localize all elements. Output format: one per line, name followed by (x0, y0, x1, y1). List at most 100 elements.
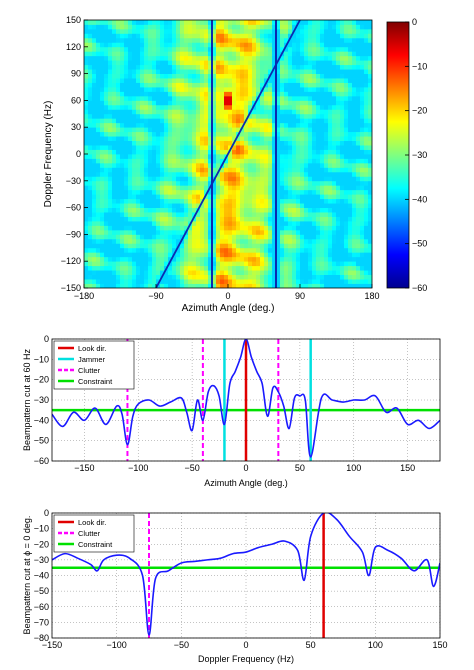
heatmap-cell (276, 162, 281, 168)
heatmap-cell (208, 69, 213, 74)
heatmap-cell (244, 127, 249, 133)
heatmap-cell (360, 270, 365, 275)
heatmap-cell (100, 274, 105, 280)
heatmap-cell (320, 113, 325, 119)
heatmap-cell (188, 158, 193, 164)
heatmap-cell (220, 104, 225, 110)
heatmap-cell (116, 171, 121, 177)
heatmap-cell (192, 198, 197, 204)
heatmap-cell (180, 189, 185, 195)
heatmap-cell (220, 189, 225, 195)
heatmap-cell (104, 51, 109, 57)
heatmap-cell (260, 24, 265, 30)
heatmap-cell (260, 20, 265, 25)
heatmap-cell (172, 37, 177, 43)
heatmap-cell (356, 118, 361, 124)
heatmap-cell (236, 82, 241, 88)
heatmap-cell (220, 216, 225, 222)
heatmap-cell (136, 140, 141, 146)
heatmap-cell (128, 247, 133, 253)
heatmap-cell (232, 122, 237, 128)
heatmap-cell (248, 131, 253, 137)
heatmap-cell (244, 158, 249, 164)
heatmap-cell (152, 216, 157, 222)
heatmap-cell (232, 194, 237, 200)
heatmap-cell (276, 225, 281, 231)
heatmap-cell (300, 238, 305, 244)
heatmap-cell (252, 225, 257, 231)
heatmap-cell (168, 265, 173, 271)
heatmap-cell (368, 247, 372, 253)
heatmap-cell (360, 42, 365, 48)
heatmap-cell (332, 198, 337, 204)
heatmap-cell (224, 46, 229, 52)
heatmap-cell (96, 180, 101, 186)
heatmap-cell (108, 113, 113, 119)
heatmap-cell (204, 100, 209, 106)
heatmap-cell (148, 234, 153, 240)
heatmap-cell (164, 109, 169, 115)
heatmap-cell (276, 234, 281, 240)
heatmap-cell (292, 221, 297, 226)
heatmap-cell (316, 270, 321, 275)
heatmap-cell (84, 64, 89, 70)
legend-look-dir: Look dir. (78, 518, 106, 527)
heatmap-cell (200, 149, 205, 155)
heatmap-cell (252, 180, 257, 186)
heatmap-cell (276, 145, 281, 150)
heatmap-cell (100, 162, 105, 168)
heatmap-cell (316, 100, 321, 106)
heatmap-cell (336, 33, 341, 39)
heatmap-cell (176, 131, 181, 137)
heatmap-cell (128, 261, 133, 267)
heatmap-cell (260, 234, 265, 240)
heatmap-cell (300, 95, 305, 101)
heatmap-cell (276, 122, 281, 128)
heatmap-cell (92, 279, 97, 284)
heatmap-cell (92, 55, 97, 61)
heatmap-cell (192, 118, 197, 124)
y-tick-label: −20 (34, 539, 49, 549)
x-tick-label: 150 (400, 463, 415, 473)
y-tick-label: 0 (44, 508, 49, 518)
heatmap-cell (256, 198, 261, 204)
heatmap-cell (300, 136, 305, 141)
x-tick-label: 150 (432, 640, 447, 650)
heatmap-cell (180, 51, 185, 57)
heatmap-cell (308, 113, 313, 119)
heatmap-cell (132, 113, 137, 119)
heatmap-cell (208, 180, 213, 186)
heatmap-cell (96, 55, 101, 61)
heatmap-cell (172, 87, 177, 92)
heatmap-cell (104, 203, 109, 208)
heatmap-cell (224, 207, 229, 213)
heatmap-cell (348, 234, 353, 240)
heatmap-cell (368, 104, 372, 110)
heatmap-cell (276, 243, 281, 249)
heatmap-cell (192, 185, 197, 191)
heatmap-cell (240, 180, 245, 186)
heatmap-cell (312, 189, 317, 195)
heatmap-cell (228, 154, 233, 159)
legend-clutter: Clutter (78, 529, 101, 538)
heatmap-cell (228, 162, 233, 168)
heatmap-cell (136, 145, 141, 150)
heatmap-cell (112, 127, 117, 133)
heatmap-cell (312, 82, 317, 88)
heatmap-cell (232, 171, 237, 177)
heatmap-cell (100, 37, 105, 43)
heatmap-cell (108, 265, 113, 271)
heatmap-cell (132, 185, 137, 191)
heatmap-cell (132, 145, 137, 150)
heatmap-cell (248, 136, 253, 141)
heatmap-cell (356, 113, 361, 119)
heatmap-cell (324, 73, 329, 79)
heatmap-cell (268, 104, 273, 110)
heatmap-cell (300, 145, 305, 150)
heatmap-cell (360, 95, 365, 101)
heatmap-cell (348, 176, 353, 182)
heatmap-cell (88, 252, 93, 258)
heatmap-cell (184, 42, 189, 48)
heatmap-cell (148, 189, 153, 195)
heatmap-cell (124, 185, 129, 191)
